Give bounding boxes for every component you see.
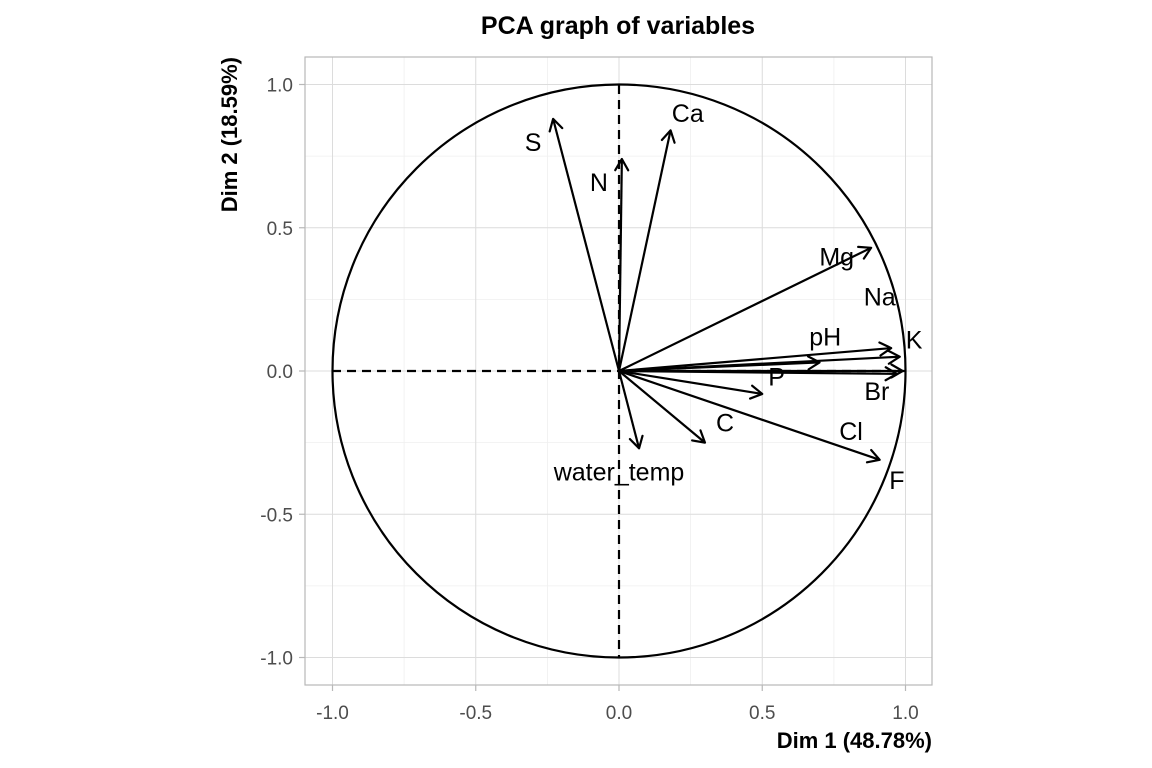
arrow-head-s (548, 117, 564, 133)
arrow-f (618, 369, 881, 461)
label-na: Na (864, 284, 896, 312)
label-s: S (525, 129, 542, 157)
label-mg: Mg (819, 243, 854, 271)
arrow-head-p (749, 384, 764, 400)
x-axis-ticks: -1.0 -0.5 0.0 0.5 1.0 (316, 685, 919, 724)
arrow-head-ca (660, 129, 676, 144)
y-axis-ticks: -1.0 -0.5 0.0 0.5 1.0 (260, 76, 305, 670)
arrow-cl (618, 369, 897, 375)
arrow-s (552, 118, 621, 372)
arrow-head-na (878, 341, 893, 357)
y-tick-label: -1.0 (260, 649, 293, 670)
label-p: P (768, 364, 785, 392)
x-axis-title: Dim 1 (48.78%) (777, 728, 932, 753)
arrow-n (617, 158, 623, 372)
arrow-mg (618, 246, 872, 372)
arrow-head-c (691, 429, 707, 444)
arrow-head-k (887, 349, 901, 365)
x-tick-label: -1.0 (316, 703, 349, 724)
arrow-na (618, 346, 892, 373)
y-tick-label: 0.5 (267, 219, 293, 240)
arrow-head-f (865, 448, 881, 464)
label-c: C (716, 410, 734, 438)
arrow-c (618, 370, 706, 444)
x-tick-label: 0.0 (606, 703, 632, 724)
x-tick-label: -0.5 (459, 703, 492, 724)
label-f: F (889, 467, 904, 495)
label-br: Br (864, 378, 889, 406)
label-n: N (590, 169, 608, 197)
y-tick-label: -0.5 (260, 505, 293, 526)
arrow-head-mg (857, 245, 873, 260)
y-tick-label: 0.0 (267, 362, 293, 383)
chart-title: PCA graph of variables (481, 12, 755, 40)
arrow-water-temp (617, 370, 641, 449)
arrow-ca (617, 130, 672, 372)
x-tick-label: 0.5 (749, 703, 775, 724)
label-water-temp: water_temp (553, 458, 685, 486)
label-k: K (906, 326, 923, 354)
x-tick-label: 1.0 (892, 703, 918, 724)
label-ca: Ca (672, 100, 704, 128)
label-cl: Cl (839, 418, 863, 446)
y-axis-title: Dim 2 (18.59%) (217, 57, 242, 212)
variable-arrows (548, 117, 904, 464)
arrow-head-ph (806, 355, 821, 371)
y-tick-label: 1.0 (267, 76, 293, 97)
arrow-ph (618, 361, 820, 373)
label-ph: pH (809, 324, 841, 352)
arrow-head-water-temp (628, 434, 644, 450)
arrow-head-cl (884, 366, 899, 382)
arrow-head-n (614, 157, 630, 172)
arrow-p (618, 369, 763, 396)
correlation-circle (331, 83, 907, 659)
